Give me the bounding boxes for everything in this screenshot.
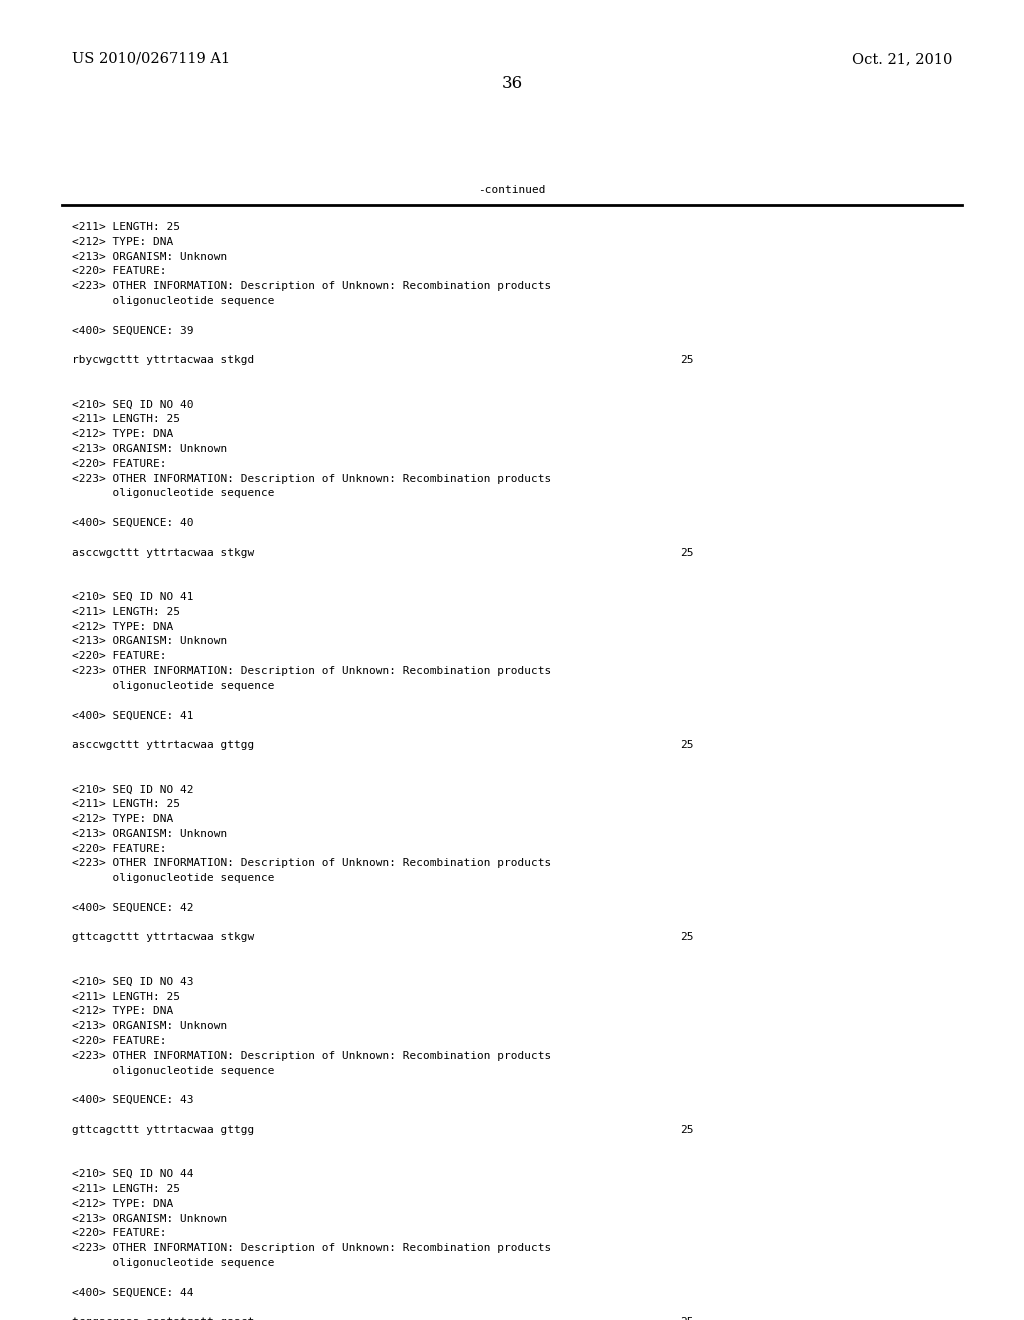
Text: 25: 25 [680,932,693,942]
Text: <213> ORGANISM: Unknown: <213> ORGANISM: Unknown [72,636,227,647]
Text: US 2010/0267119 A1: US 2010/0267119 A1 [72,51,230,66]
Text: <223> OTHER INFORMATION: Description of Unknown: Recombination products: <223> OTHER INFORMATION: Description of … [72,858,551,869]
Text: <220> FEATURE:: <220> FEATURE: [72,651,167,661]
Text: <210> SEQ ID NO 40: <210> SEQ ID NO 40 [72,400,194,409]
Text: <223> OTHER INFORMATION: Description of Unknown: Recombination products: <223> OTHER INFORMATION: Description of … [72,667,551,676]
Text: <400> SEQUENCE: 40: <400> SEQUENCE: 40 [72,517,194,528]
Text: <212> TYPE: DNA: <212> TYPE: DNA [72,1199,173,1209]
Text: <220> FEATURE:: <220> FEATURE: [72,459,167,469]
Text: <223> OTHER INFORMATION: Description of Unknown: Recombination products: <223> OTHER INFORMATION: Description of … [72,474,551,483]
Text: gttcagcttt yttrtacwaa gttgg: gttcagcttt yttrtacwaa gttgg [72,1125,254,1135]
Text: <212> TYPE: DNA: <212> TYPE: DNA [72,429,173,440]
Text: <210> SEQ ID NO 43: <210> SEQ ID NO 43 [72,977,194,987]
Text: <223> OTHER INFORMATION: Description of Unknown: Recombination products: <223> OTHER INFORMATION: Description of … [72,281,551,292]
Text: <211> LENGTH: 25: <211> LENGTH: 25 [72,1184,180,1195]
Text: gttcagcttt yttrtacwaa stkgw: gttcagcttt yttrtacwaa stkgw [72,932,254,942]
Text: oligonucleotide sequence: oligonucleotide sequence [72,488,274,499]
Text: <220> FEATURE:: <220> FEATURE: [72,1229,167,1238]
Text: 25: 25 [680,355,693,366]
Text: <210> SEQ ID NO 44: <210> SEQ ID NO 44 [72,1170,194,1179]
Text: <212> TYPE: DNA: <212> TYPE: DNA [72,622,173,631]
Text: 36: 36 [502,75,522,92]
Text: Oct. 21, 2010: Oct. 21, 2010 [852,51,952,66]
Text: tcggacgaaa aaatatgatt gaact: tcggacgaaa aaatatgatt gaact [72,1317,254,1320]
Text: <213> ORGANISM: Unknown: <213> ORGANISM: Unknown [72,252,227,261]
Text: <213> ORGANISM: Unknown: <213> ORGANISM: Unknown [72,444,227,454]
Text: <212> TYPE: DNA: <212> TYPE: DNA [72,814,173,824]
Text: <213> ORGANISM: Unknown: <213> ORGANISM: Unknown [72,1022,227,1031]
Text: <211> LENGTH: 25: <211> LENGTH: 25 [72,799,180,809]
Text: 25: 25 [680,1125,693,1135]
Text: <210> SEQ ID NO 42: <210> SEQ ID NO 42 [72,784,194,795]
Text: <213> ORGANISM: Unknown: <213> ORGANISM: Unknown [72,829,227,838]
Text: <220> FEATURE:: <220> FEATURE: [72,1036,167,1045]
Text: 25: 25 [680,741,693,750]
Text: 25: 25 [680,548,693,557]
Text: <400> SEQUENCE: 44: <400> SEQUENCE: 44 [72,1287,194,1298]
Text: oligonucleotide sequence: oligonucleotide sequence [72,874,274,883]
Text: oligonucleotide sequence: oligonucleotide sequence [72,681,274,690]
Text: <212> TYPE: DNA: <212> TYPE: DNA [72,1006,173,1016]
Text: <211> LENGTH: 25: <211> LENGTH: 25 [72,991,180,1002]
Text: <400> SEQUENCE: 42: <400> SEQUENCE: 42 [72,903,194,913]
Text: <211> LENGTH: 25: <211> LENGTH: 25 [72,222,180,232]
Text: oligonucleotide sequence: oligonucleotide sequence [72,296,274,306]
Text: <211> LENGTH: 25: <211> LENGTH: 25 [72,414,180,425]
Text: rbycwgcttt yttrtacwaa stkgd: rbycwgcttt yttrtacwaa stkgd [72,355,254,366]
Text: <212> TYPE: DNA: <212> TYPE: DNA [72,236,173,247]
Text: <400> SEQUENCE: 39: <400> SEQUENCE: 39 [72,326,194,335]
Text: asccwgcttt yttrtacwaa stkgw: asccwgcttt yttrtacwaa stkgw [72,548,254,557]
Text: <220> FEATURE:: <220> FEATURE: [72,843,167,854]
Text: <223> OTHER INFORMATION: Description of Unknown: Recombination products: <223> OTHER INFORMATION: Description of … [72,1243,551,1253]
Text: 25: 25 [680,1317,693,1320]
Text: <213> ORGANISM: Unknown: <213> ORGANISM: Unknown [72,1213,227,1224]
Text: <211> LENGTH: 25: <211> LENGTH: 25 [72,607,180,616]
Text: asccwgcttt yttrtacwaa gttgg: asccwgcttt yttrtacwaa gttgg [72,741,254,750]
Text: <220> FEATURE:: <220> FEATURE: [72,267,167,276]
Text: oligonucleotide sequence: oligonucleotide sequence [72,1258,274,1269]
Text: <210> SEQ ID NO 41: <210> SEQ ID NO 41 [72,591,194,602]
Text: -continued: -continued [478,185,546,195]
Text: <400> SEQUENCE: 41: <400> SEQUENCE: 41 [72,710,194,721]
Text: <400> SEQUENCE: 43: <400> SEQUENCE: 43 [72,1096,194,1105]
Text: <223> OTHER INFORMATION: Description of Unknown: Recombination products: <223> OTHER INFORMATION: Description of … [72,1051,551,1061]
Text: oligonucleotide sequence: oligonucleotide sequence [72,1065,274,1076]
